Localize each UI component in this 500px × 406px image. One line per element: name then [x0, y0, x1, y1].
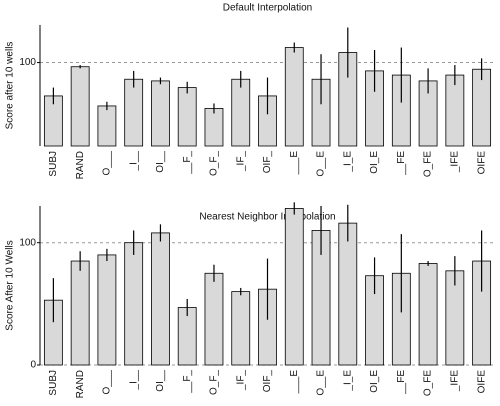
x-tick-label: SUBJ — [48, 151, 59, 177]
y-axis-label: Score after 10 wells — [5, 42, 16, 130]
y-axis-label: Score After 10 Wells — [5, 240, 16, 330]
x-tick-label: _I__ — [128, 151, 139, 172]
x-tick-label: O_FE — [423, 151, 434, 177]
bar — [151, 80, 170, 147]
bar — [177, 307, 197, 366]
x-tick-label: _IFE — [449, 151, 460, 173]
bar — [445, 74, 465, 147]
y-tick-label: 100 — [19, 57, 36, 68]
x-tick-label: __FE — [396, 151, 407, 176]
bar — [284, 208, 304, 366]
bar — [97, 254, 117, 366]
bar — [231, 78, 251, 147]
y-tick-label: 0 — [30, 360, 36, 371]
bar — [70, 260, 90, 366]
chart-title: Default Interpolation — [223, 3, 313, 14]
bar — [70, 66, 90, 147]
bar — [204, 108, 224, 147]
bar — [284, 47, 304, 147]
bar — [97, 105, 117, 147]
bar — [151, 232, 170, 366]
x-tick-label: _I__ — [128, 370, 139, 391]
bar — [204, 272, 224, 366]
x-tick-label: RAND — [75, 370, 86, 398]
x-tick-label: __F_ — [182, 370, 193, 394]
bar — [124, 78, 144, 147]
x-tick-label: __FE — [396, 370, 407, 395]
x-tick-label: OIFE — [476, 151, 487, 175]
x-tick-label: _IFE — [449, 370, 460, 392]
x-tick-label: O_F_ — [209, 151, 220, 176]
bar — [124, 242, 144, 366]
x-tick-label: OI_E — [369, 151, 380, 174]
x-tick-label: O___ — [102, 151, 113, 176]
x-tick-label: O_FE — [423, 370, 434, 396]
bar — [231, 291, 251, 366]
bar — [472, 68, 492, 147]
x-tick-label: RAND — [75, 151, 86, 179]
x-tick-label: OI_E — [369, 370, 380, 393]
x-tick-label: OI__ — [155, 370, 166, 392]
y-tick-label: 100 — [19, 237, 36, 248]
x-tick-label: _I_E — [342, 151, 353, 173]
x-tick-label: OIF_ — [262, 370, 273, 393]
x-tick-label: OIFE — [476, 370, 487, 394]
x-tick-label: _I_E — [342, 370, 353, 392]
x-tick-label: SUBJ — [48, 370, 59, 396]
x-tick-label: O__E — [316, 151, 327, 177]
bar — [418, 263, 438, 366]
x-tick-label: ___E — [289, 370, 300, 395]
x-tick-label: ___E — [289, 151, 300, 176]
x-tick-label: OIF_ — [262, 151, 273, 174]
x-tick-label: OI__ — [155, 151, 166, 173]
x-tick-label: _IF_ — [235, 151, 246, 172]
x-tick-label: O__E — [316, 370, 327, 396]
bar — [338, 222, 358, 366]
x-tick-label: _IF_ — [235, 370, 246, 391]
chart-title: Nearest Neighbor Interpolation — [199, 212, 335, 223]
x-tick-label: O___ — [102, 370, 113, 395]
x-tick-label: O_F_ — [209, 370, 220, 395]
bar — [177, 87, 197, 147]
x-tick-label: __F_ — [182, 151, 193, 175]
